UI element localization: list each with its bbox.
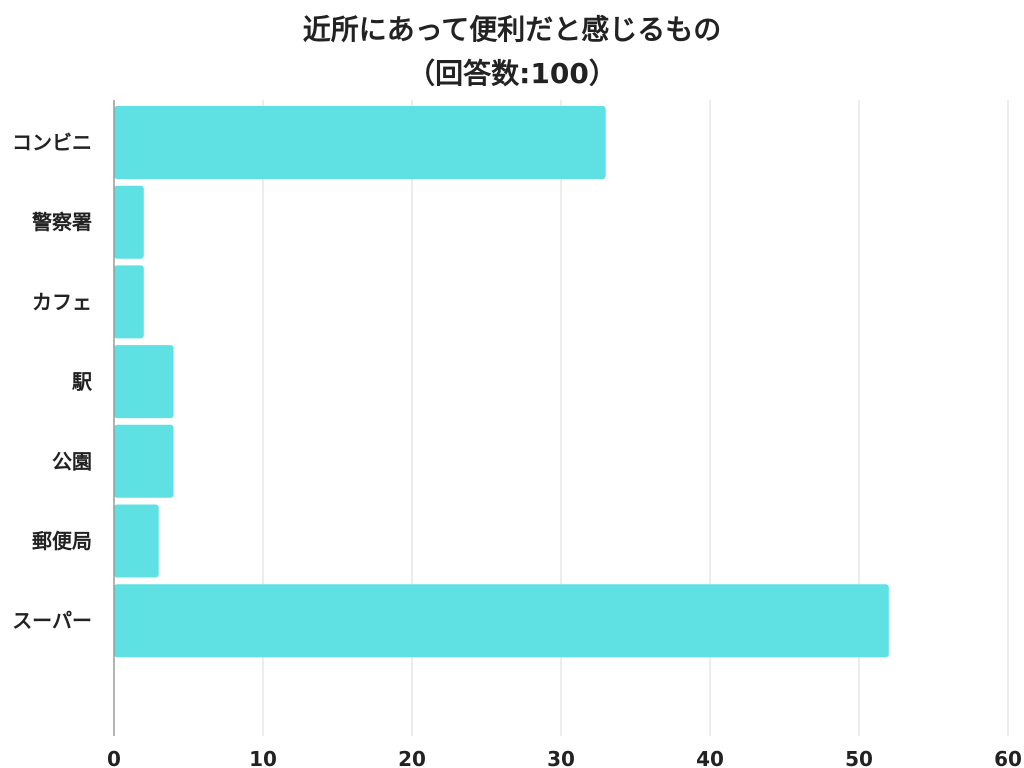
- bars: [114, 106, 889, 658]
- category-label-0: コンビニ: [12, 131, 92, 155]
- chart-subtitle: （回答数:100）: [407, 57, 617, 90]
- category-label-5: 郵便局: [32, 529, 92, 553]
- x-tick-label-30: 30: [547, 747, 575, 768]
- bar-1: [114, 185, 144, 259]
- x-tick-label-0: 0: [107, 747, 121, 768]
- tick-labels: 0 10 20 30 40 50 60: [107, 747, 1022, 768]
- category-label-1: 警察署: [32, 210, 92, 234]
- x-tick-label-20: 20: [398, 747, 426, 768]
- bar-2: [114, 265, 144, 339]
- bar-5: [114, 504, 159, 578]
- chart-title-block: 近所にあって便利だと感じるもの （回答数:100）: [0, 8, 1024, 96]
- category-label-4: 公園: [52, 449, 92, 473]
- chart-title: 近所にあって便利だと感じるもの: [302, 13, 722, 46]
- category-label-2: カフェ: [32, 290, 92, 314]
- bar-4: [114, 424, 174, 498]
- x-tick-label-50: 50: [845, 747, 873, 768]
- category-label-3: 駅: [71, 370, 92, 394]
- bar-0: [114, 106, 606, 179]
- bar-3: [114, 345, 174, 419]
- x-tick-label-60: 60: [994, 747, 1022, 768]
- x-tick-label-40: 40: [696, 747, 724, 768]
- category-label-6: スーパー: [12, 609, 92, 633]
- x-tick-label-10: 10: [249, 747, 277, 768]
- bar-6: [114, 584, 889, 658]
